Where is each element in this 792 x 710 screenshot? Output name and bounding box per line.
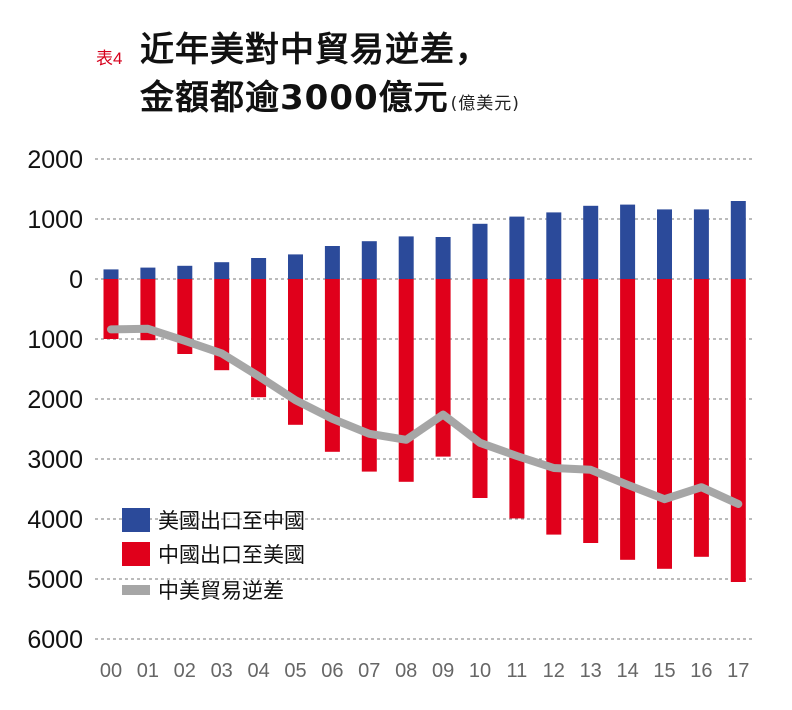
bar-us-exports <box>288 254 303 279</box>
x-tick-label: 14 <box>616 660 638 682</box>
bar-us-exports <box>140 267 156 279</box>
x-tick-label: 11 <box>507 660 528 682</box>
y-tick-label: 1000 <box>27 326 83 354</box>
x-tick-label: 17 <box>727 660 749 682</box>
bar-china-exports <box>324 279 340 452</box>
x-tick-label: 16 <box>690 660 712 682</box>
deficit-line-group <box>107 324 743 508</box>
bar-us-exports <box>730 201 746 279</box>
chart-title-line-2-text: 金額都逾3000億元 <box>140 78 449 118</box>
bar-us-exports <box>693 209 709 279</box>
bar-china-exports <box>620 279 636 560</box>
bar-us-exports <box>620 204 636 279</box>
bar-china-exports <box>583 279 599 543</box>
bar-china-exports <box>398 279 414 482</box>
bar-china-exports <box>288 279 303 425</box>
bar-china-exports <box>177 279 193 354</box>
bar-us-exports <box>361 241 377 279</box>
chart-title-line-2: 金額都逾3000億元 (億美元) <box>140 70 520 119</box>
bar-china-exports <box>730 279 746 582</box>
legend-label: 美國出口至中國 <box>158 509 305 533</box>
y-tick-label: 4000 <box>27 506 83 534</box>
y-tick-label: 5000 <box>27 566 83 594</box>
bar-us-exports <box>214 262 230 279</box>
bar-us-exports <box>103 269 119 279</box>
deficit-line <box>107 324 743 508</box>
y-tick-label: 2000 <box>27 386 83 414</box>
chart-header: 表4 近年美對中貿易逆差， 金額都逾3000億元 (億美元) <box>0 0 792 130</box>
chart-title-line-1: 近年美對中貿易逆差， <box>140 30 490 70</box>
bar-us-exports <box>509 216 525 279</box>
y-axis-ticks: 2000 1000 0 1000 2000 3000 4000 5000 6000 <box>27 146 83 654</box>
bar-us-exports <box>324 246 340 279</box>
legend-swatch <box>122 542 150 566</box>
y-tick-label: 0 <box>69 266 83 294</box>
x-tick-label: 00 <box>100 660 122 682</box>
bar-us-exports <box>472 223 488 279</box>
x-axis-ticks: 00 01 02 03 04 05 06 07 08 09 10 11 12 13 14 15 16 17 <box>100 660 750 682</box>
y-tick-label: 1000 <box>27 206 83 234</box>
x-tick-label: 09 <box>432 660 454 682</box>
table-number-tag: 表4 <box>96 49 123 68</box>
x-tick-label: 03 <box>211 660 233 682</box>
y-tick-label: 3000 <box>27 446 83 474</box>
x-tick-label: 13 <box>580 660 602 682</box>
bar-china-exports <box>435 279 451 457</box>
legend-label: 中美貿易逆差 <box>158 579 284 603</box>
legend-swatch <box>122 585 150 595</box>
bar-china-exports <box>472 279 488 498</box>
bar-china-exports <box>509 279 525 519</box>
x-tick-label: 01 <box>137 660 159 682</box>
x-tick-label: 12 <box>543 660 565 682</box>
bar-us-exports <box>398 236 414 279</box>
bar-us-exports <box>657 209 672 279</box>
bar-us-exports <box>583 205 599 279</box>
bar-china-exports <box>361 279 377 472</box>
x-tick-label: 15 <box>653 660 675 682</box>
bar-china-exports <box>214 279 230 371</box>
x-tick-label: 02 <box>174 660 196 682</box>
y-tick-label: 6000 <box>27 626 83 654</box>
x-tick-label: 07 <box>358 660 380 682</box>
bar-china-exports <box>657 279 672 569</box>
x-tick-label: 04 <box>247 660 269 682</box>
bar-us-exports <box>177 265 193 279</box>
x-tick-label: 08 <box>395 660 417 682</box>
bars <box>103 201 746 582</box>
bar-china-exports <box>251 279 267 398</box>
unit-label: (億美元) <box>450 94 520 114</box>
legend-label: 中國出口至美國 <box>158 543 305 567</box>
bar-china-exports <box>546 279 562 535</box>
x-tick-label: 10 <box>469 660 491 682</box>
y-tick-label: 2000 <box>27 146 83 174</box>
bar-us-exports <box>435 237 451 279</box>
legend-swatch <box>122 508 150 532</box>
bar-china-exports <box>693 279 709 557</box>
grid-lines <box>95 158 755 640</box>
bar-us-exports <box>546 212 562 279</box>
x-tick-label: 06 <box>321 660 343 682</box>
x-tick-label: 05 <box>284 660 306 682</box>
bar-china-exports <box>103 279 119 339</box>
bar-us-exports <box>251 258 267 279</box>
